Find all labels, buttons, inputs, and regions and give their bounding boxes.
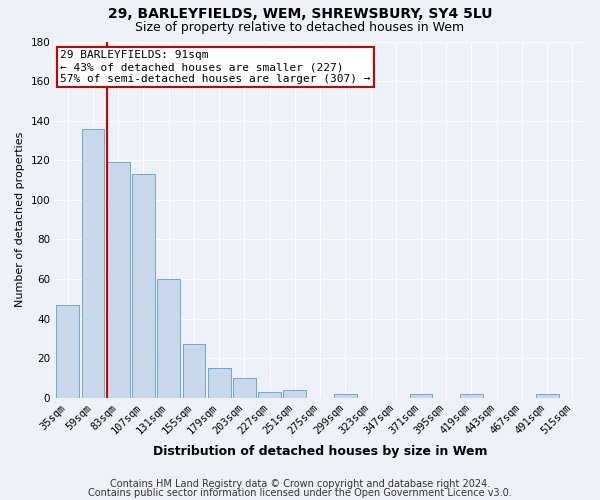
Bar [258, 392, 281, 398]
Bar [233, 378, 256, 398]
X-axis label: Distribution of detached houses by size in Wem: Distribution of detached houses by size … [153, 444, 487, 458]
Text: 29, BARLEYFIELDS, WEM, SHREWSBURY, SY4 5LU: 29, BARLEYFIELDS, WEM, SHREWSBURY, SY4 5… [108, 8, 492, 22]
Bar [334, 394, 356, 398]
Bar [460, 394, 483, 398]
Bar [82, 128, 104, 398]
Bar [536, 394, 559, 398]
Bar [182, 344, 205, 398]
Text: Contains public sector information licensed under the Open Government Licence v3: Contains public sector information licen… [88, 488, 512, 498]
Y-axis label: Number of detached properties: Number of detached properties [15, 132, 25, 308]
Text: Contains HM Land Registry data © Crown copyright and database right 2024.: Contains HM Land Registry data © Crown c… [110, 479, 490, 489]
Text: 29 BARLEYFIELDS: 91sqm
← 43% of detached houses are smaller (227)
57% of semi-de: 29 BARLEYFIELDS: 91sqm ← 43% of detached… [61, 50, 371, 84]
Bar [132, 174, 155, 398]
Bar [283, 390, 306, 398]
Bar [410, 394, 433, 398]
Bar [107, 162, 130, 398]
Text: Size of property relative to detached houses in Wem: Size of property relative to detached ho… [136, 21, 464, 34]
Bar [56, 304, 79, 398]
Bar [157, 279, 180, 398]
Bar [208, 368, 230, 398]
